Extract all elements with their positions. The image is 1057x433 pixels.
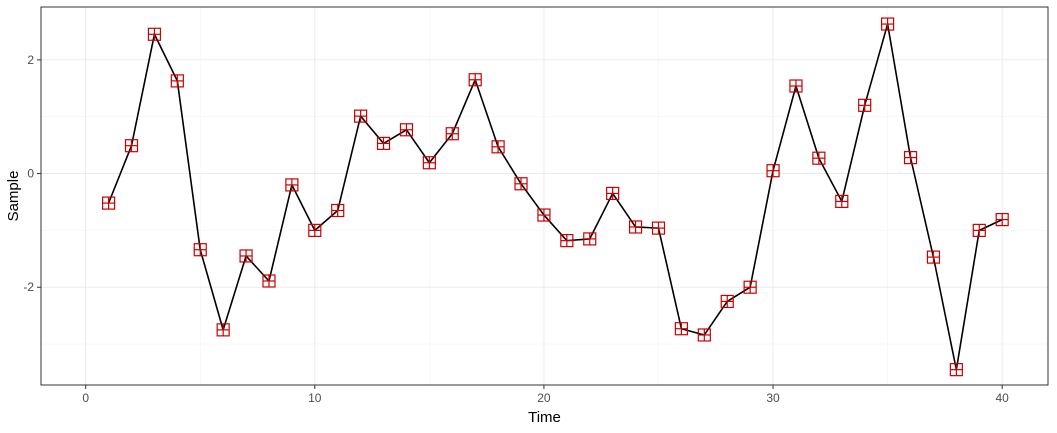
data-point xyxy=(445,127,459,141)
x-tick-label: 30 xyxy=(766,391,780,405)
data-point xyxy=(881,17,895,31)
data-point xyxy=(720,294,734,309)
gridlines xyxy=(41,7,1048,385)
series-line xyxy=(107,23,1003,371)
data-point xyxy=(651,221,666,235)
data-point xyxy=(606,186,620,201)
data-point xyxy=(331,203,345,218)
data-point xyxy=(949,363,963,377)
data-point xyxy=(399,123,414,137)
data-point xyxy=(308,223,322,237)
data-point xyxy=(468,73,482,87)
data-point xyxy=(422,156,436,170)
data-point xyxy=(697,328,711,342)
data-point xyxy=(835,194,849,208)
data-point xyxy=(101,196,116,210)
data-point xyxy=(995,212,1009,227)
data-point xyxy=(170,74,184,88)
data-point xyxy=(514,177,528,191)
x-axis-title: Time xyxy=(528,409,561,426)
data-point xyxy=(766,164,780,178)
data-point xyxy=(903,151,918,165)
series-path xyxy=(107,23,1003,371)
data-point xyxy=(354,109,368,123)
data-point xyxy=(239,249,253,263)
data-point xyxy=(812,151,826,165)
y-tick-label: -2 xyxy=(23,280,34,294)
x-tick-label: 20 xyxy=(537,391,551,405)
data-markers xyxy=(101,17,1009,377)
y-axis: -2 0 2 xyxy=(23,53,41,294)
data-point xyxy=(537,208,551,222)
data-point xyxy=(628,220,643,234)
x-tick-label: 40 xyxy=(995,391,1009,405)
data-point xyxy=(674,322,689,336)
x-axis: 0 10 20 30 40 xyxy=(82,385,1009,405)
data-point xyxy=(972,223,986,237)
plot-panel-border xyxy=(40,6,1049,386)
data-point xyxy=(926,250,941,264)
data-point xyxy=(491,140,505,154)
y-tick-label: 2 xyxy=(27,53,34,67)
data-point xyxy=(583,232,597,246)
data-point xyxy=(216,323,230,337)
y-axis-title: Sample xyxy=(5,171,22,222)
data-point xyxy=(124,139,139,153)
data-point xyxy=(560,234,574,248)
data-point xyxy=(262,274,276,288)
data-point xyxy=(147,27,162,41)
data-point xyxy=(743,280,757,294)
data-point xyxy=(789,79,803,93)
x-tick-label: 0 xyxy=(82,391,89,405)
data-point xyxy=(285,178,299,192)
data-point xyxy=(858,98,872,112)
data-point xyxy=(376,136,391,151)
x-tick-label: 10 xyxy=(308,391,322,405)
data-point xyxy=(193,243,207,257)
y-tick-label: 0 xyxy=(27,167,34,181)
